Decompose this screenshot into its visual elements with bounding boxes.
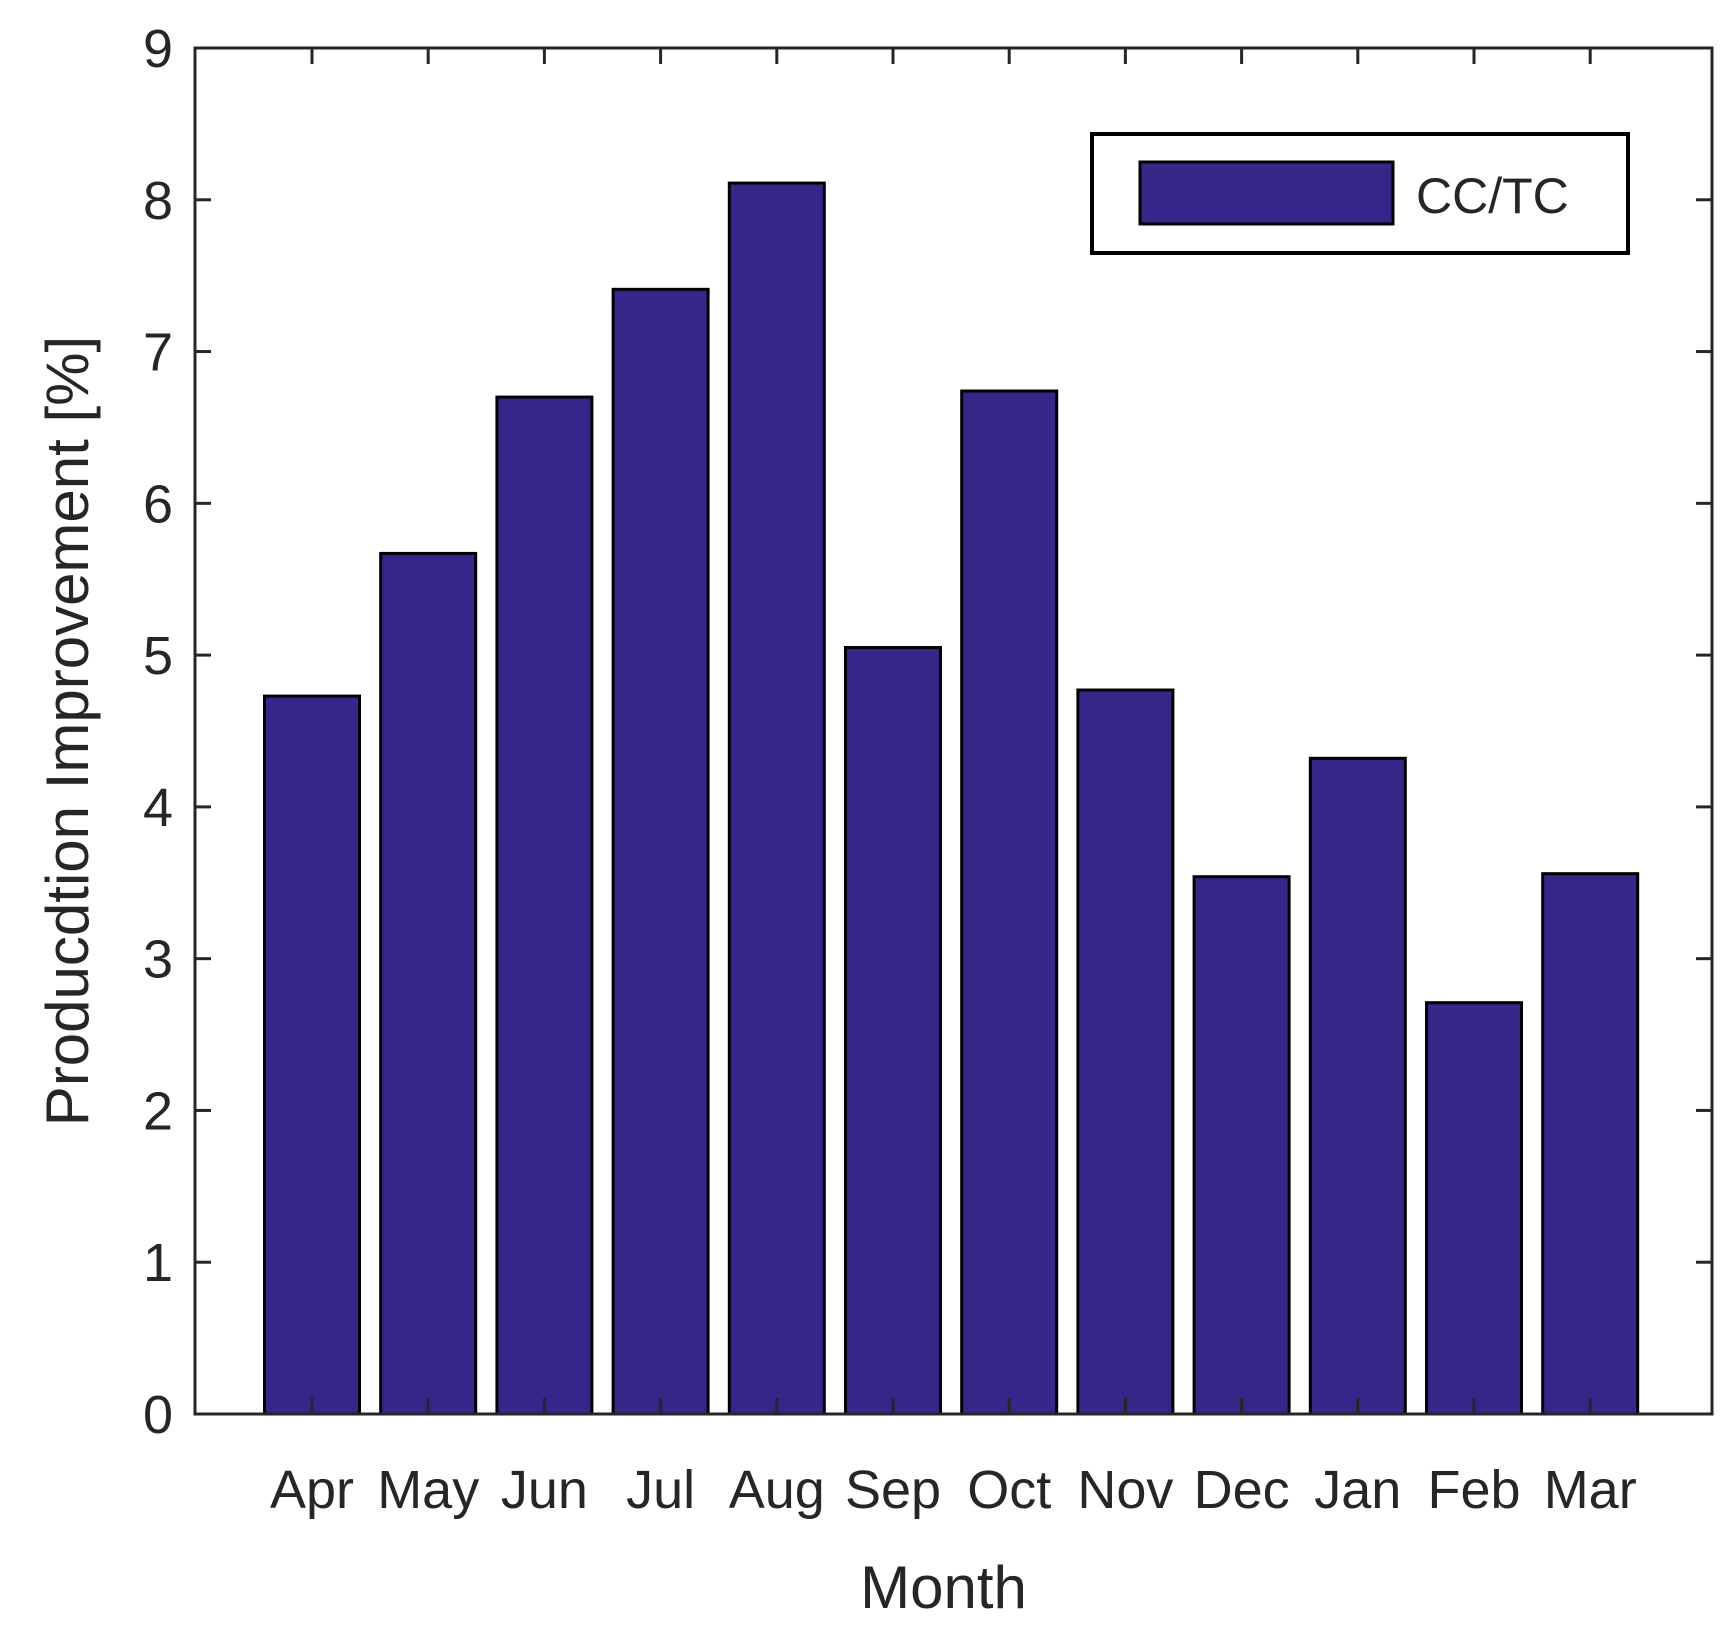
y-tick-label-6: 6 [143, 474, 173, 534]
y-tick-label-2: 2 [143, 1081, 173, 1141]
bar-oct [960, 389, 1059, 1416]
x-tick-label-apr: Apr [270, 1460, 354, 1520]
legend: CC/TC [1090, 132, 1630, 255]
bar-aug [727, 181, 826, 1416]
x-tick-label-oct: Oct [967, 1460, 1051, 1520]
bar-jun [495, 395, 594, 1416]
y-axis-label: Producdtion Improvement [%] [34, 336, 101, 1126]
bar-may [379, 551, 478, 1416]
x-tick-label-aug: Aug [729, 1460, 825, 1520]
y-tick-label-3: 3 [143, 930, 173, 990]
x-tick-label-may: May [377, 1460, 479, 1520]
y-tick-label-5: 5 [143, 626, 173, 686]
bar-sep [844, 646, 942, 1416]
y-tick-label-8: 8 [143, 171, 173, 231]
x-tick-label-dec: Dec [1194, 1460, 1290, 1520]
plot-area-frame [193, 46, 1714, 1416]
bar-apr [263, 694, 361, 1416]
x-tick-label-jul: Jul [626, 1460, 695, 1520]
x-tick-label-nov: Nov [1077, 1460, 1173, 1520]
x-tick-label-feb: Feb [1427, 1460, 1520, 1520]
labels-layer: 0 1 2 3 4 5 6 7 8 9 Apr May Jun Jul Aug Sep Oct Nov Dec Jan… [143, 19, 1637, 1520]
bar-dec [1192, 875, 1291, 1416]
bar-nov [1076, 688, 1175, 1416]
legend-label: CC/TC [1416, 168, 1569, 224]
y-tick-label-7: 7 [143, 323, 173, 383]
bars-layer [263, 181, 1640, 1416]
bar-jan [1308, 756, 1407, 1416]
bar-jul [611, 287, 710, 1416]
x-tick-label-mar: Mar [1544, 1460, 1637, 1520]
bar-feb [1425, 1001, 1523, 1416]
x-axis-label: Month [860, 1554, 1027, 1621]
x-tick-label-jan: Jan [1314, 1460, 1401, 1520]
bar-mar [1541, 872, 1640, 1416]
legend-swatch [1138, 160, 1395, 226]
y-tick-label-1: 1 [143, 1233, 173, 1293]
x-tick-label-sep: Sep [845, 1460, 941, 1520]
y-tick-label-9: 9 [143, 19, 173, 79]
x-tick-label-jun: Jun [501, 1460, 588, 1520]
y-tick-label-4: 4 [143, 778, 173, 838]
y-tick-label-0: 0 [143, 1385, 173, 1445]
